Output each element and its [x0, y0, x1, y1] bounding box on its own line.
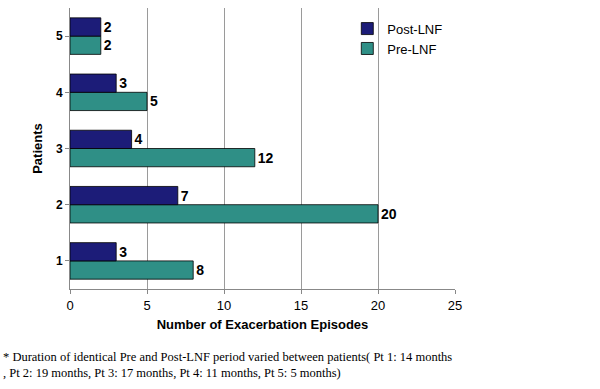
- svg-text:5: 5: [143, 298, 150, 313]
- svg-text:8: 8: [196, 262, 204, 278]
- svg-text:7: 7: [181, 188, 189, 204]
- svg-text:12: 12: [258, 150, 274, 166]
- svg-text:Post-LNF: Post-LNF: [387, 22, 442, 37]
- svg-text:Patients: Patients: [30, 123, 45, 174]
- svg-text:4: 4: [56, 86, 63, 100]
- svg-text:20: 20: [371, 298, 385, 313]
- svg-text:1: 1: [56, 254, 63, 268]
- svg-text:2: 2: [104, 19, 112, 35]
- svg-text:2: 2: [104, 37, 112, 53]
- svg-text:20: 20: [381, 206, 397, 222]
- svg-text:5: 5: [56, 29, 63, 43]
- svg-text:15: 15: [294, 298, 308, 313]
- svg-text:0: 0: [66, 298, 73, 313]
- svg-text:* Duration of identical Pre an: * Duration of identical Pre and Post-LNF…: [3, 350, 452, 380]
- svg-text:4: 4: [135, 131, 143, 147]
- svg-text:3: 3: [119, 75, 127, 91]
- svg-text:3: 3: [119, 244, 127, 260]
- svg-text:2: 2: [56, 198, 63, 212]
- svg-text:10: 10: [217, 298, 231, 313]
- svg-text:25: 25: [448, 298, 462, 313]
- svg-text:5: 5: [150, 93, 158, 109]
- svg-text:Pre-LNF: Pre-LNF: [387, 42, 436, 57]
- svg-text:Number of Exacerbation Episode: Number of Exacerbation Episodes: [157, 317, 369, 332]
- svg-text:3: 3: [56, 142, 63, 156]
